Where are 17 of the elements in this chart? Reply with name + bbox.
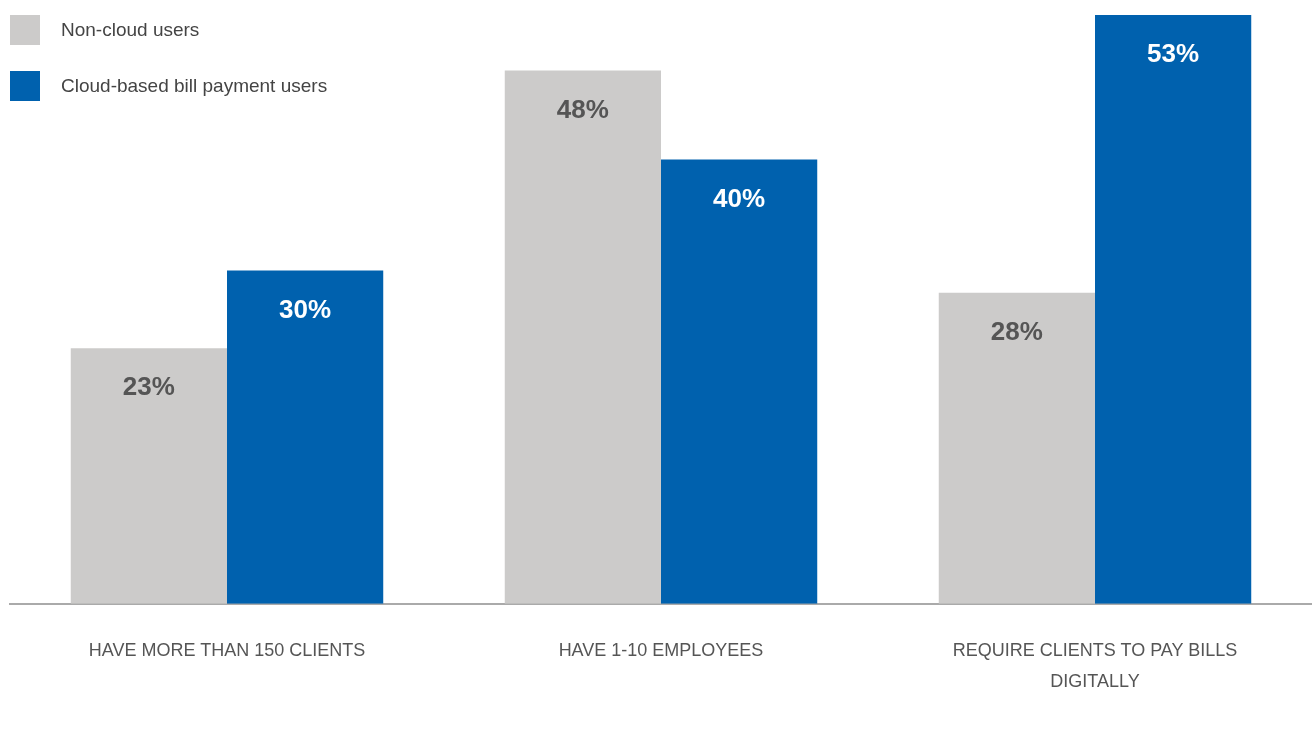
bar <box>1095 15 1252 604</box>
bar <box>504 70 661 604</box>
data-label: 28% <box>990 315 1043 346</box>
data-label: 23% <box>122 371 175 402</box>
data-label: 30% <box>279 293 332 324</box>
data-label: 40% <box>713 182 766 213</box>
data-label: 48% <box>556 93 609 124</box>
x-tick-label: REQUIRE CLIENTS TO PAY BILLS DIGITALLY <box>952 640 1238 691</box>
legend-label: Non-cloud users <box>61 19 200 41</box>
bar <box>661 159 818 604</box>
legend-label: Cloud-based bill payment users <box>61 75 328 97</box>
bar <box>938 292 1095 604</box>
x-tick-label: HAVE MORE THAN 150 CLIENTS <box>88 640 366 661</box>
bar <box>227 270 384 604</box>
bar <box>70 348 227 604</box>
x-tick-label: HAVE 1-10 EMPLOYEES <box>558 640 764 661</box>
data-label: 53% <box>1147 38 1200 69</box>
